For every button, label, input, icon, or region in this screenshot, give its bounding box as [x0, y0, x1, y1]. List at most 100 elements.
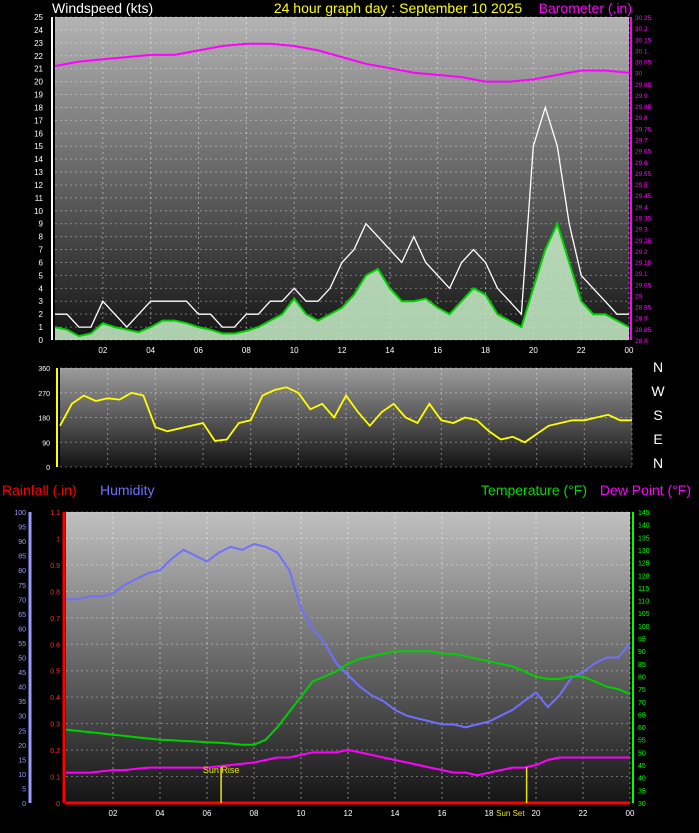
temperature-grid: 02 04 06 08 10 12 14 16 18 20 22 00 — [66, 511, 635, 818]
humidity-tick-label: 45 — [18, 670, 26, 677]
rainfall-tick-label: 0.2 — [50, 748, 60, 755]
windspeed-tick-label: 16 — [34, 129, 43, 138]
windspeed-tick-label: 15 — [34, 142, 43, 151]
humidity-tick-label: 10 — [18, 772, 26, 779]
temperature-tick-label: 120 — [638, 573, 650, 580]
temperature-tick-label: 125 — [638, 561, 650, 568]
windspeed-tick-label: 10 — [34, 207, 43, 216]
humidity-tick-label: 80 — [18, 568, 26, 575]
barometer-tick-label: 29.8 — [635, 115, 648, 122]
temperature-panel: 02 04 06 08 10 12 14 16 18 20 22 00 00.10.20.30.40.… — [14, 510, 649, 818]
humidity-tick-label: 100 — [14, 510, 26, 517]
rainfall-tick-label: 1.1 — [50, 510, 60, 517]
barometer-tick-label: 29.15 — [635, 260, 652, 267]
x-tick-label: 22 — [579, 809, 588, 818]
barometer-tick-label: 29.95 — [635, 82, 652, 89]
barometer-tick-label: 29.65 — [635, 149, 652, 156]
x-tick-label: 14 — [391, 809, 400, 818]
x-tick-label: 12 — [344, 809, 353, 818]
temperature-tick-label: 140 — [638, 523, 650, 530]
x-tick-label: 02 — [109, 809, 118, 818]
windspeed-tick-label: 2 — [39, 310, 44, 319]
windspeed-tick-label: 18 — [34, 103, 43, 112]
x-tick-label: 02 — [98, 346, 107, 355]
rainfall-axis-label: Rainfall (.in) — [2, 482, 77, 498]
temperature-tick-label: 30 — [638, 801, 646, 808]
temperature-tick-label: 70 — [638, 700, 646, 707]
humidity-tick-label: 20 — [18, 743, 26, 750]
wind-fill-area — [55, 223, 629, 340]
windspeed-tick-label: 5 — [39, 271, 44, 280]
barometer-tick-label: 29.55 — [635, 171, 652, 178]
windspeed-tick-label: 24 — [34, 26, 43, 35]
humidity-tick-label: 90 — [18, 539, 26, 546]
humidity-tick-label: 70 — [18, 597, 26, 604]
barometer-axis-label: Barometer (.in) — [539, 0, 632, 16]
windspeed-tick-label: 14 — [34, 155, 43, 164]
rainfall-tick-label: 0.6 — [50, 642, 60, 649]
x-tick-label: 22 — [577, 346, 586, 355]
barometer-tick-label: 29.25 — [635, 238, 652, 245]
compass-n-bottom: N — [653, 455, 663, 471]
temperature-tick-label: 130 — [638, 548, 650, 555]
x-tick-label: 00 — [625, 346, 634, 355]
barometer-tick-label: 29.5 — [635, 182, 648, 189]
x-tick-label: 04 — [146, 346, 155, 355]
windspeed-tick-label: 17 — [34, 116, 43, 125]
direction-tick-label: 0 — [46, 465, 50, 472]
temperature-tick-label: 50 — [638, 750, 646, 757]
temperature-tick-label: 55 — [638, 738, 646, 745]
temperature-axis-label: Temperature (°F) — [481, 482, 587, 498]
temperature-tick-label: 45 — [638, 763, 646, 770]
chart-title: 24 hour graph day : September 10 2025 — [274, 0, 523, 16]
temperature-tick-label: 90 — [638, 649, 646, 656]
x-tick-label: 06 — [194, 346, 203, 355]
direction-tick-label: 270 — [38, 391, 50, 398]
barometer-tick-label: 29.6 — [635, 160, 648, 167]
compass-s: S — [653, 407, 662, 423]
direction-plot-background — [60, 368, 632, 467]
temperature-tick-label: 65 — [638, 712, 646, 719]
humidity-tick-label: 85 — [18, 554, 26, 561]
humidity-tick-label: 50 — [18, 656, 26, 663]
dewpoint-axis-label: Dew Point (°F) — [600, 482, 691, 498]
windspeed-tick-label: 22 — [34, 52, 43, 61]
direction-axes: 0 90 180 270 360 — [38, 366, 58, 472]
windspeed-tick-label: 25 — [34, 13, 43, 22]
windspeed-tick-label: 11 — [35, 194, 44, 203]
temperature-tick-label: 80 — [638, 674, 646, 681]
sunset-label: Sun Set — [496, 809, 525, 818]
x-tick-label: 14 — [385, 346, 394, 355]
compass-n-top: N — [653, 359, 663, 375]
barometer-tick-label: 28.8 — [635, 338, 648, 345]
humidity-tick-label: 95 — [18, 525, 26, 532]
humidity-tick-label: 35 — [18, 699, 26, 706]
avg-windspeed-series-line — [54, 220, 630, 338]
barometer-tick-label: 30.15 — [635, 37, 652, 44]
temperature-plot-background — [66, 512, 630, 803]
sunrise-label: Sun Rise — [203, 765, 240, 775]
dewpoint-series-line — [66, 748, 630, 777]
rainfall-tick-label: 0.3 — [50, 722, 60, 729]
windspeed-tick-label: 19 — [34, 91, 43, 100]
temperature-tick-label: 100 — [638, 624, 650, 631]
windspeed-tick-label: 1 — [39, 323, 44, 332]
windspeed-tick-label: 12 — [34, 181, 43, 190]
x-tick-label: 16 — [433, 346, 442, 355]
windspeed-tick-label: 0 — [39, 336, 44, 345]
barometer-tick-label: 28.95 — [635, 305, 652, 312]
humidity-tick-label: 65 — [18, 612, 26, 619]
windspeed-tick-label: 6 — [39, 258, 44, 267]
wind-axes: 0123456789101112131415161718192021222324… — [34, 13, 652, 345]
windspeed-tick-label: 20 — [34, 78, 43, 87]
barometer-tick-label: 30.2 — [635, 26, 648, 33]
temperature-tick-label: 85 — [638, 662, 646, 669]
humidity-tick-label: 30 — [18, 714, 26, 721]
humidity-tick-label: 75 — [18, 583, 26, 590]
direction-tick-label: 180 — [38, 416, 50, 423]
x-tick-label: 04 — [156, 809, 165, 818]
rainfall-tick-label: 0.5 — [50, 669, 60, 676]
barometer-tick-label: 29.05 — [635, 282, 652, 289]
rainfall-tick-label: 1 — [56, 536, 60, 543]
